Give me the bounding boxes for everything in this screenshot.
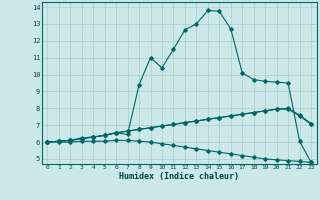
X-axis label: Humidex (Indice chaleur): Humidex (Indice chaleur) xyxy=(119,172,239,181)
